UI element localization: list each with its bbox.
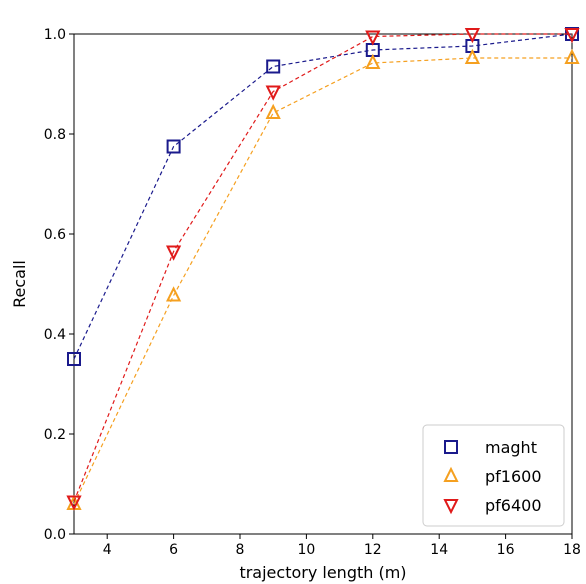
x-axis-ticks: 4 6 8 10 12 14 16 18: [103, 534, 581, 558]
data-point-pf1600: [265, 103, 281, 119]
legend: maght pf1600 pf6400: [422, 424, 565, 527]
data-point-pf6400: [464, 28, 481, 44]
data-point-pf6400: [365, 30, 381, 46]
data-point-pf1600: [564, 48, 580, 64]
x-tick-label: 14: [430, 542, 448, 558]
x-tick-label: 12: [364, 542, 382, 558]
legend-item-maght: maght: [444, 438, 537, 457]
data-point-pf6400: [66, 495, 82, 511]
y-tick-label: 0.0: [44, 527, 66, 543]
data-point-pf6400: [564, 28, 580, 44]
data-point-pf1600: [365, 53, 381, 69]
legend-label-maght: maght: [485, 438, 537, 457]
legend-marker-pf6400: [443, 499, 459, 515]
y-tick-label: 0.2: [44, 427, 66, 443]
x-tick-label: 4: [103, 542, 112, 558]
plot-frame: [73, 33, 573, 535]
y-tick-label: 1.0: [44, 27, 66, 43]
y-tick-label: 0.6: [44, 227, 66, 243]
legend-marker-pf1600: [443, 466, 459, 482]
legend-box: [422, 424, 565, 527]
legend-label-pf1600: pf1600: [485, 467, 542, 486]
data-point-pf1600: [165, 286, 182, 302]
x-tick-label: 18: [563, 542, 581, 558]
data-point-pf6400: [265, 85, 281, 101]
series-line-pf1600: [73, 57, 572, 505]
y-tick-label: 0.8: [44, 127, 66, 143]
data-point-pf6400: [165, 245, 182, 261]
series-pf6400: [66, 28, 580, 511]
series-line-maght: [73, 33, 573, 360]
legend-item-pf6400: pf6400: [443, 496, 542, 515]
x-tick-label: 8: [236, 542, 245, 558]
x-tick-label: 10: [297, 542, 315, 558]
series-line-pf6400: [73, 33, 572, 502]
x-tick-label: 16: [497, 542, 515, 558]
data-point-maght: [67, 352, 81, 366]
data-point-pf1600: [464, 48, 481, 64]
plot-area: [73, 33, 573, 535]
legend-item-pf1600: pf1600: [443, 466, 542, 486]
series-maght: [67, 27, 579, 366]
legend-marker-maght: [444, 440, 458, 454]
legend-label-pf6400: pf6400: [485, 496, 542, 515]
x-tick-label: 6: [169, 542, 178, 558]
data-point-maght: [266, 59, 281, 74]
y-axis-label: Recall: [10, 260, 29, 308]
y-axis-ticks: 0.0 0.2 0.4 0.6 0.8 1.0: [44, 27, 74, 543]
x-axis-label: trajectory length (m): [239, 563, 406, 582]
data-point-maght: [166, 139, 181, 154]
series-layer: [66, 27, 580, 511]
y-tick-label: 0.4: [44, 327, 66, 343]
